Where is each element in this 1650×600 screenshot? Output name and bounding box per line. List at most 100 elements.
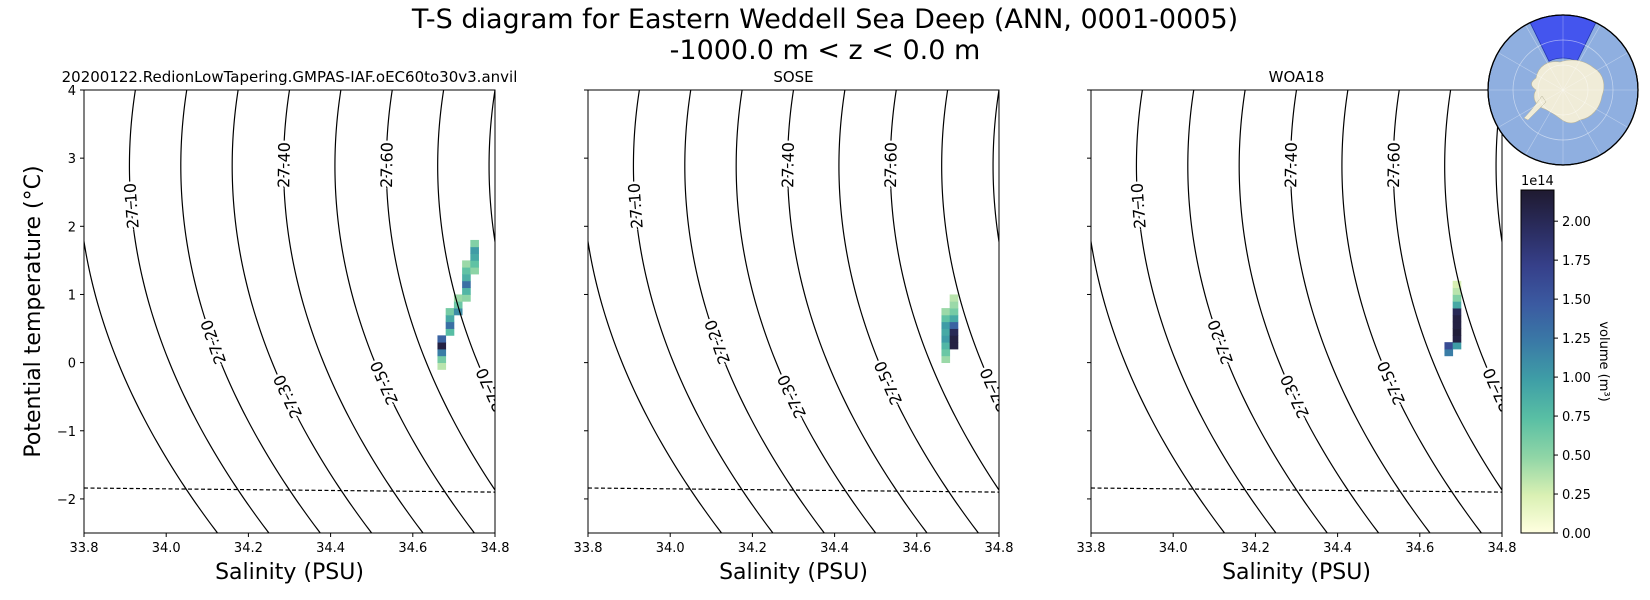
heatmap-cell	[1444, 342, 1454, 350]
y-tick-label: 2	[68, 220, 76, 235]
heatmap-cell	[445, 308, 455, 316]
plot-frame	[1090, 89, 1503, 534]
heatmap-cell	[949, 314, 959, 323]
isopycnal-contour	[385, 90, 495, 492]
x-tick-label: 34.6	[902, 541, 931, 556]
heatmap-cell	[1452, 280, 1462, 289]
map-graticule	[1562, 52, 1629, 91]
contour-label: 27.10	[624, 182, 646, 229]
colorbar-tick-label: 0.75	[1562, 410, 1591, 425]
heatmap-cell	[1452, 301, 1462, 309]
heatmap-cell	[462, 260, 471, 268]
contour-label: 27.60	[881, 142, 901, 188]
colorbar-label: volume (m³)	[1596, 321, 1611, 401]
x-tick-label: 34.4	[1323, 541, 1352, 556]
heatmap-cell	[949, 335, 959, 343]
map-landmass	[1531, 59, 1605, 124]
contour-label: 27.40	[778, 142, 798, 188]
heatmap-cell	[437, 348, 447, 357]
heatmap-cell	[470, 239, 479, 248]
heatmap-cell	[1452, 294, 1462, 302]
heatmap-cell	[941, 314, 951, 323]
freezing-line	[1091, 487, 1502, 493]
heatmap-cell	[1452, 321, 1462, 329]
heatmap-cell	[1452, 287, 1462, 295]
colorbar-tick-label: 1.50	[1562, 293, 1591, 308]
x-tick-label: 34.4	[316, 541, 345, 556]
heatmap-cell	[941, 342, 951, 350]
heatmap-cell	[941, 348, 951, 357]
isopycnal-contour	[941, 90, 999, 403]
isopycnal-contour	[588, 90, 723, 533]
x-tick-label: 33.8	[1077, 541, 1106, 556]
x-tick-label: 34.2	[1241, 541, 1270, 556]
isopycnal-contour	[1289, 90, 1431, 533]
isopycnal-contour	[231, 90, 373, 533]
isopycnal-contour	[1341, 90, 1483, 533]
heatmap-cell	[941, 328, 951, 336]
map-graticule	[1512, 39, 1614, 141]
contour-label: 27.40	[274, 142, 294, 188]
map-graticule	[1562, 24, 1601, 91]
map-graticule	[1497, 89, 1564, 128]
x-tick-label: 33.8	[70, 541, 99, 556]
heatmap-cell	[941, 335, 951, 343]
y-tick-label: 0	[68, 357, 76, 372]
plot-frame	[587, 89, 1000, 534]
map-graticule	[1525, 24, 1564, 91]
colorbar-gradient	[1520, 189, 1555, 534]
x-tick-label: 34.0	[1159, 541, 1188, 556]
map-graticule	[1497, 52, 1564, 91]
freezing-line	[84, 487, 495, 493]
heatmap-cell	[949, 342, 959, 350]
colorbar-multiplier: 1e14	[1521, 174, 1554, 189]
y-tick-label: 3	[68, 152, 76, 167]
map-peninsula	[1523, 95, 1547, 121]
figure-title: T-S diagram for Eastern Weddell Sea Deep…	[411, 4, 1238, 35]
map-border	[1487, 14, 1639, 166]
colorbar-tick-label: 0.00	[1562, 527, 1591, 542]
heatmap-cell	[462, 280, 471, 289]
x-tick-label: 33.8	[574, 541, 603, 556]
x-tick-label: 34.8	[1488, 541, 1517, 556]
heatmap-cell	[949, 294, 959, 302]
heatmap-cell	[445, 321, 455, 329]
x-tick-label: 34.0	[656, 541, 685, 556]
y-tick-label: −1	[57, 425, 76, 440]
isopycnal-contour	[1392, 90, 1502, 492]
heatmap-cell	[437, 335, 447, 343]
colorbar-tick-label: 1.75	[1562, 254, 1591, 269]
heatmap-cell	[949, 308, 959, 316]
map-graticule	[1562, 89, 1601, 156]
isopycnal-contour	[838, 90, 980, 533]
isopycnal-contour	[632, 90, 774, 533]
heatmap-cell	[470, 253, 479, 261]
heatmap-cell	[941, 355, 951, 364]
colorbar-tick-label: 1.25	[1562, 332, 1591, 347]
figure-subtitle: -1000.0 m < z < 0.0 m	[670, 35, 981, 66]
isopycnal-contour	[1238, 90, 1380, 533]
map-graticule	[1537, 64, 1589, 116]
map-graticule	[1562, 89, 1629, 128]
colorbar-tick-label: 0.25	[1562, 488, 1591, 503]
isopycnal-contour	[488, 90, 495, 246]
heatmap-cell	[445, 314, 455, 323]
x-tick-label: 34.6	[1405, 541, 1434, 556]
isopycnal-contour	[180, 90, 322, 533]
heatmap-cell	[1452, 335, 1462, 343]
heatmap-cell	[949, 321, 959, 329]
heatmap-cell	[470, 260, 479, 268]
heatmap-cell	[437, 342, 447, 350]
heatmap-cell	[462, 287, 471, 295]
isopycnal-contour	[84, 90, 219, 533]
isopycnal-contour	[282, 90, 424, 533]
heatmap-cell	[437, 362, 447, 370]
colorbar-tick-label: 1.00	[1562, 371, 1591, 386]
x-tick-label: 34.0	[152, 541, 181, 556]
isopycnal-contour	[334, 90, 476, 533]
panel-title: SOSE	[773, 68, 813, 86]
colorbar: 0.00 0.25 0.50 0.75 1.00 1.25 1.50 1.75 2.00 1e14…	[1520, 174, 1611, 542]
